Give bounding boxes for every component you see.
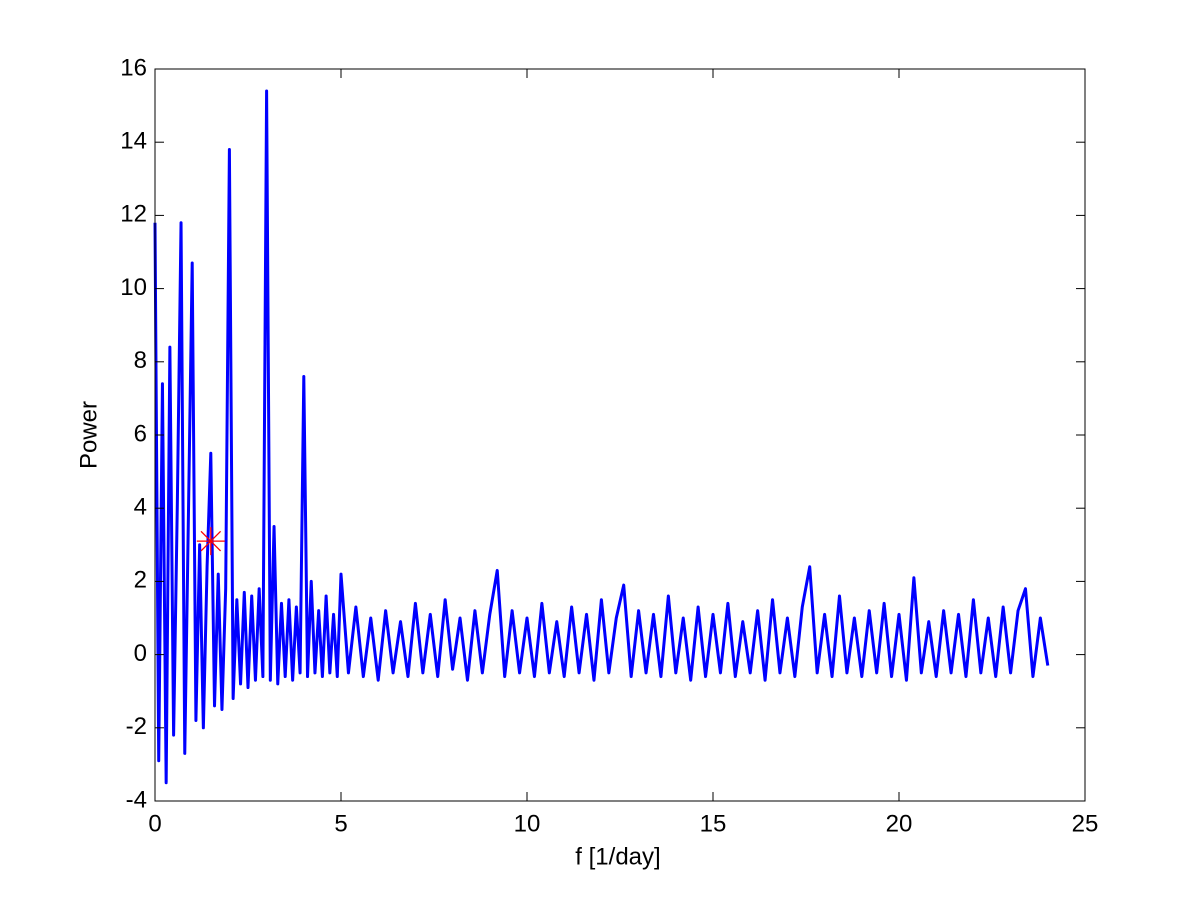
x-tick-label: 25 [1072, 810, 1099, 837]
y-axis-label: Power [75, 401, 102, 469]
y-tick-label: 0 [134, 640, 147, 667]
y-tick-label: 2 [134, 567, 147, 594]
x-tick-label: 5 [334, 810, 347, 837]
y-tick-label: 16 [120, 54, 147, 81]
marker-stroke [200, 530, 222, 552]
x-tick-label: 20 [886, 810, 913, 837]
x-tick-label: 10 [514, 810, 541, 837]
highlight-marker [196, 527, 225, 556]
x-tick-label: 0 [148, 810, 161, 837]
y-tick-label: 6 [134, 420, 147, 447]
y-tick-label: 4 [134, 494, 147, 521]
y-tick-label: 12 [120, 201, 147, 228]
x-tick-label: 15 [700, 810, 727, 837]
y-tick-label: -4 [126, 786, 147, 813]
x-axis-label: f [1/day] [575, 843, 660, 870]
y-tick-label: -2 [126, 713, 147, 740]
y-tick-label: 10 [120, 274, 147, 301]
y-tick-label: 14 [120, 128, 147, 155]
data-line [153, 89, 1050, 785]
y-tick-label: 8 [134, 347, 147, 374]
